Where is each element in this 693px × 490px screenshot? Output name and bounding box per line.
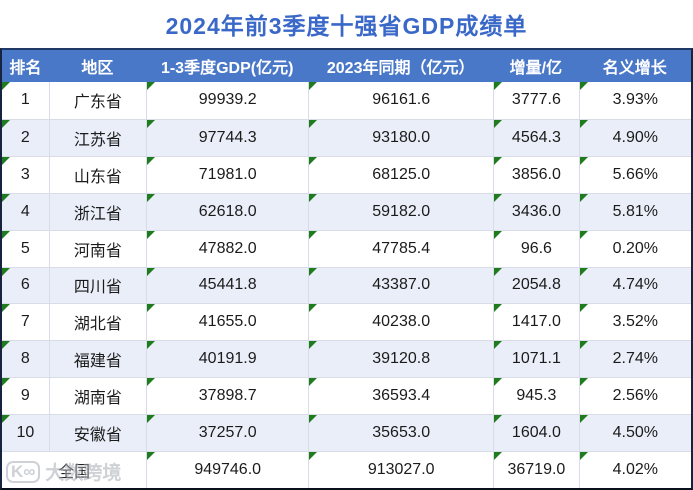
cell-nominal-growth: 5.66% <box>578 156 691 193</box>
cell-rank: 3 <box>2 156 49 193</box>
cell-increment: 1604.0 <box>493 415 579 452</box>
cell-increment: 96.6 <box>493 230 579 267</box>
page-title: 2024年前3季度十强省GDP成绩单 <box>165 13 528 39</box>
cell-gdp-previous: 36593.4 <box>308 378 493 415</box>
table-row-national: 全国 949746.0 913027.0 36719.0 4.02% <box>2 451 691 488</box>
cell-rank: 2 <box>2 119 49 156</box>
cell-rank: 1 <box>2 82 49 119</box>
cell-region: 福建省 <box>48 341 146 378</box>
column-header-nominal-growth: 名义增长 <box>602 60 667 77</box>
cell-rank: 10 <box>2 415 49 451</box>
table-row: 10 安徽省 37257.0 35653.0 1604.0 4.50% <box>2 414 691 452</box>
table-row: 4 浙江省 62618.0 59182.0 3436.0 5.81% <box>2 192 691 230</box>
cell-increment: 1071.1 <box>493 341 579 378</box>
cell-rank: 8 <box>2 341 49 377</box>
cell-rank: 7 <box>2 304 49 340</box>
cell-gdp-current: 41655.0 <box>146 304 308 341</box>
cell-rank: 4 <box>2 193 49 230</box>
cell-region: 江苏省 <box>48 119 146 156</box>
cell-nominal-growth: 4.74% <box>578 267 691 304</box>
cell-gdp-previous: 68125.0 <box>308 156 493 193</box>
cell-increment: 2054.8 <box>493 267 579 304</box>
table-row: 8 福建省 40191.9 39120.8 1071.1 2.74% <box>2 340 691 378</box>
column-header-gdp-current: 1-3季度GDP(亿元) <box>160 60 294 77</box>
cell-gdp-current: 62618.0 <box>146 193 308 230</box>
table-row: 2 江苏省 97744.3 93180.0 4564.3 4.90% <box>2 118 691 156</box>
cell-gdp-previous: 96161.6 <box>308 82 493 119</box>
cell-gdp-previous: 39120.8 <box>308 341 493 378</box>
column-header-gdp-previous: 2023年同期（亿元） <box>326 60 475 77</box>
cell-rank: 9 <box>2 378 49 414</box>
cell-nominal-growth: 4.90% <box>578 119 691 156</box>
cell-nominal-growth: 0.20% <box>578 230 691 267</box>
table-body: 1 广东省 99939.2 96161.6 3777.6 3.93% 2 江苏省 97744.3… <box>2 82 691 488</box>
table-header-row: 排名 地区 1-3季度GDP(亿元) 2023年同期（亿元） 增量/亿 名义增长 <box>2 50 691 82</box>
cell-region: 河南省 <box>48 230 146 267</box>
cell-gdp-current: 71981.0 <box>146 156 308 193</box>
cell-rank: 6 <box>2 267 49 304</box>
table-row: 9 湖南省 37898.7 36593.4 945.3 2.56% <box>2 377 691 415</box>
cell-nominal-growth: 4.50% <box>578 415 691 452</box>
cell-gdp-previous: 35653.0 <box>308 415 493 452</box>
gdp-table: 排名 地区 1-3季度GDP(亿元) 2023年同期（亿元） 增量/亿 名义增长… <box>0 48 693 490</box>
cell-nominal-growth: 3.93% <box>578 82 691 119</box>
cell-gdp-current: 37257.0 <box>146 415 308 452</box>
cell-nominal-growth: 4.02% <box>578 452 691 488</box>
cell-nominal-growth: 3.52% <box>578 304 691 341</box>
cell-region: 湖北省 <box>48 304 146 341</box>
cell-increment: 3777.6 <box>493 82 579 119</box>
cell-gdp-previous: 93180.0 <box>308 119 493 156</box>
cell-region: 安徽省 <box>48 415 146 452</box>
table-row: 5 河南省 47882.0 47785.4 96.6 0.20% <box>2 229 691 267</box>
table-row: 3 山东省 71981.0 68125.0 3856.0 5.66% <box>2 155 691 193</box>
cell-region: 广东省 <box>48 82 146 119</box>
cell-national-label: 全国 <box>58 464 91 482</box>
cell-region: 四川省 <box>48 267 146 304</box>
cell-gdp-previous: 47785.4 <box>308 230 493 267</box>
cell-rank: 5 <box>2 230 49 267</box>
cell-region: 浙江省 <box>48 193 146 230</box>
column-header-rank: 排名 <box>9 60 42 77</box>
table-row: 7 湖北省 41655.0 40238.0 1417.0 3.52% <box>2 303 691 341</box>
cell-region: 山东省 <box>48 156 146 193</box>
cell-nominal-growth: 2.74% <box>578 341 691 378</box>
table-row: 6 四川省 45441.8 43387.0 2054.8 4.74% <box>2 266 691 304</box>
column-header-increment: 增量/亿 <box>509 60 563 77</box>
cell-increment: 945.3 <box>493 378 579 415</box>
cell-increment: 3436.0 <box>493 193 579 230</box>
cell-region: 湖南省 <box>48 378 146 415</box>
cell-increment: 4564.3 <box>493 119 579 156</box>
cell-gdp-previous: 40238.0 <box>308 304 493 341</box>
cell-gdp-current: 949746.0 <box>146 452 308 488</box>
cell-gdp-current: 47882.0 <box>146 230 308 267</box>
cell-increment: 36719.0 <box>493 452 579 488</box>
cell-gdp-previous: 59182.0 <box>308 193 493 230</box>
cell-gdp-current: 37898.7 <box>146 378 308 415</box>
cell-gdp-current: 99939.2 <box>146 82 308 119</box>
cell-increment: 1417.0 <box>493 304 579 341</box>
cell-gdp-previous: 43387.0 <box>308 267 493 304</box>
cell-gdp-previous: 913027.0 <box>308 452 493 488</box>
cell-nominal-growth: 2.56% <box>578 378 691 415</box>
cell-gdp-current: 40191.9 <box>146 341 308 378</box>
cell-increment: 3856.0 <box>493 156 579 193</box>
cell-nominal-growth: 5.81% <box>578 193 691 230</box>
cell-gdp-current: 97744.3 <box>146 119 308 156</box>
column-header-region: 地区 <box>81 60 114 77</box>
table-row: 1 广东省 99939.2 96161.6 3777.6 3.93% <box>2 82 691 119</box>
cell-gdp-current: 45441.8 <box>146 267 308 304</box>
